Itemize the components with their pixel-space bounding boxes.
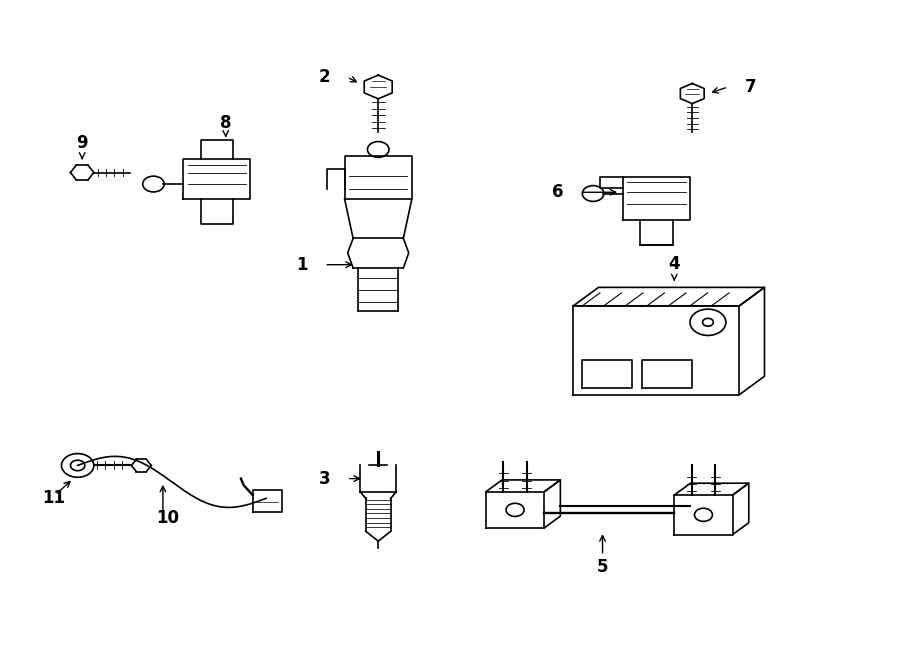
Text: 9: 9 bbox=[76, 134, 88, 152]
Text: 3: 3 bbox=[319, 469, 330, 488]
Text: 4: 4 bbox=[669, 255, 680, 274]
Text: 6: 6 bbox=[552, 183, 563, 201]
Text: 7: 7 bbox=[745, 78, 756, 96]
Text: 5: 5 bbox=[597, 559, 608, 576]
Text: 2: 2 bbox=[319, 68, 330, 86]
Text: 8: 8 bbox=[220, 114, 231, 132]
Text: 1: 1 bbox=[296, 256, 308, 274]
Text: 10: 10 bbox=[156, 509, 179, 527]
Text: 11: 11 bbox=[42, 489, 65, 508]
